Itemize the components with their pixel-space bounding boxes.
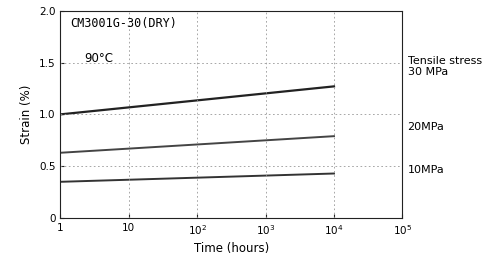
Text: CM3001G-30(DRY): CM3001G-30(DRY) <box>70 17 178 30</box>
Y-axis label: Strain (%): Strain (%) <box>20 85 33 144</box>
Text: 90°C: 90°C <box>85 52 113 65</box>
Text: 20MPa: 20MPa <box>407 122 445 132</box>
Text: Tensile stress
30 MPa: Tensile stress 30 MPa <box>407 56 482 77</box>
X-axis label: Time (hours): Time (hours) <box>194 242 269 255</box>
Text: 10MPa: 10MPa <box>407 165 444 175</box>
